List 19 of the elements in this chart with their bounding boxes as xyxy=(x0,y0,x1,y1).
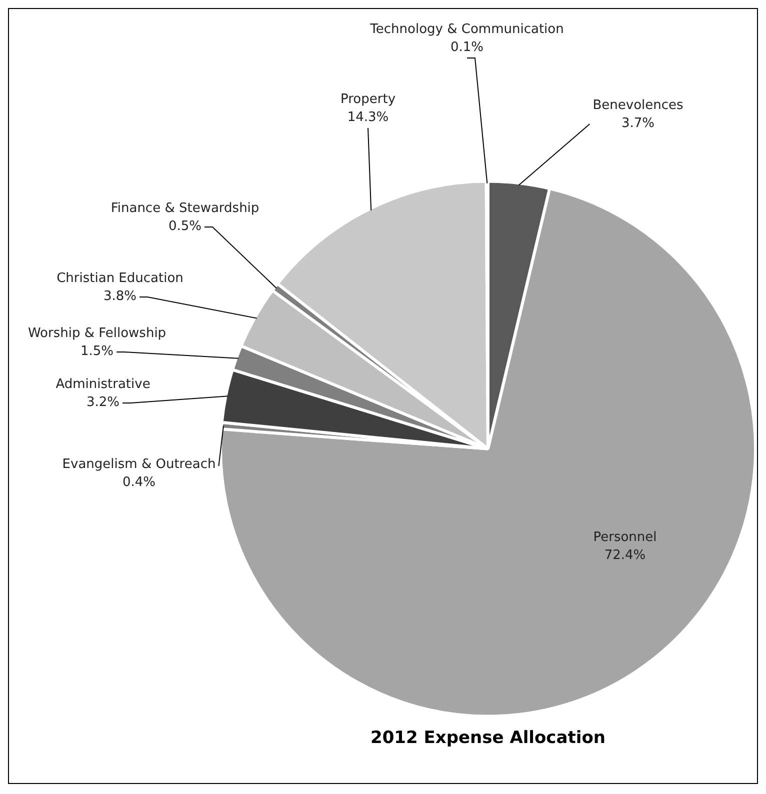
data-label: 3.2% xyxy=(86,394,120,410)
data-label: 1.5% xyxy=(80,344,114,359)
slice-label: Benevolences xyxy=(592,98,684,113)
slice-label: Property xyxy=(340,92,396,107)
slice-label: Worship & Fellowship xyxy=(28,326,166,341)
slice-label: Technology & Communication xyxy=(369,22,564,37)
slice-label: Christian Education xyxy=(56,270,184,286)
data-label: 3.7% xyxy=(621,116,655,131)
slice-label: Finance & Stewardship xyxy=(110,200,260,216)
slice-label: Evangelism & Outreach xyxy=(62,456,216,472)
data-label: 0.1% xyxy=(450,40,484,55)
slice-label: Administrative xyxy=(56,376,150,392)
data-label: 0.4% xyxy=(122,474,156,490)
data-label: 72.4% xyxy=(604,548,646,563)
slice-label: Personnel xyxy=(593,530,657,545)
text: 2012 Expense Allocation xyxy=(370,728,606,748)
data-label: 0.5% xyxy=(168,218,202,234)
data-label: 3.8% xyxy=(103,288,137,304)
data-label: 14.3% xyxy=(347,110,389,125)
